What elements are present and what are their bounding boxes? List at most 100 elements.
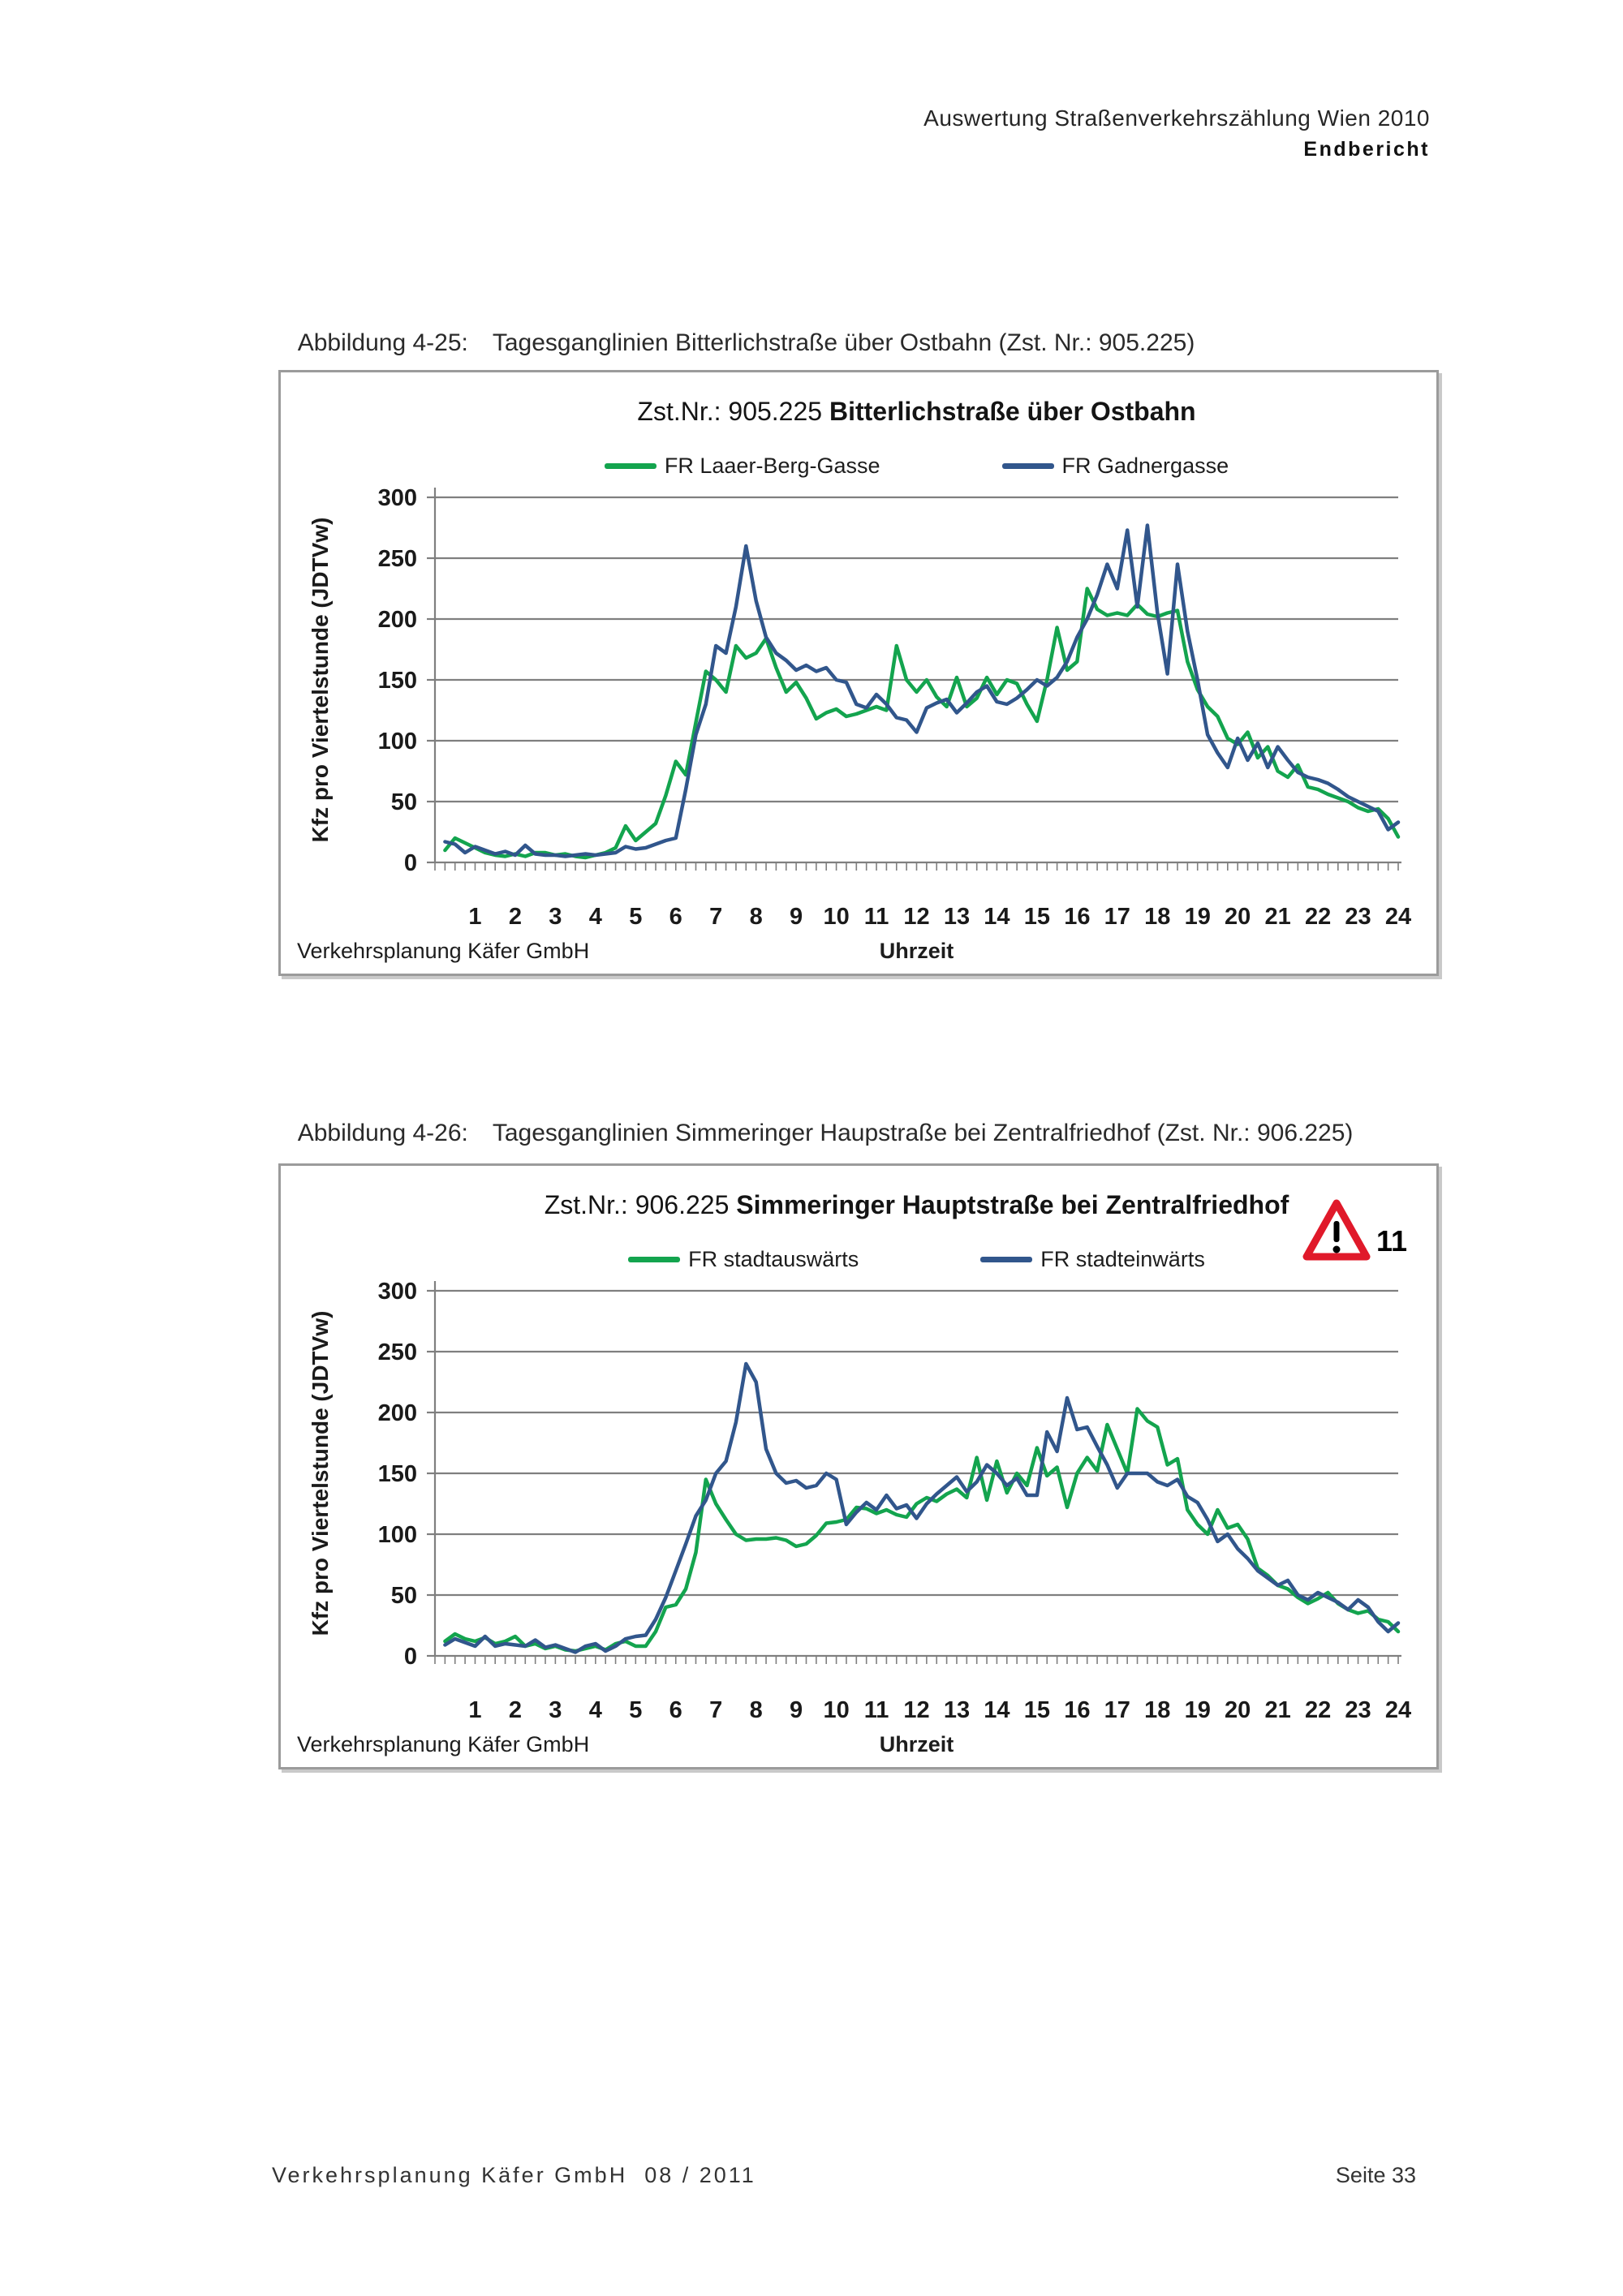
svg-text:19: 19	[1185, 1697, 1211, 1723]
legend-label: FR stadtauswärts	[688, 1247, 859, 1271]
svg-text:0: 0	[404, 1644, 417, 1670]
svg-text:11: 11	[864, 1697, 889, 1723]
svg-text:9: 9	[790, 1697, 803, 1723]
svg-text:7: 7	[709, 904, 722, 930]
svg-text:10: 10	[823, 904, 849, 930]
svg-text:250: 250	[378, 546, 417, 572]
svg-text:15: 15	[1024, 904, 1050, 930]
chart-legend: FR Laaer-Berg-Gasse FR Gadnergasse	[435, 454, 1398, 479]
svg-text:23: 23	[1345, 904, 1371, 930]
svg-text:5: 5	[629, 1697, 642, 1723]
svg-text:18: 18	[1144, 904, 1170, 930]
svg-text:300: 300	[378, 485, 417, 511]
svg-text:Kfz pro Viertelstunde (JDTVw): Kfz pro Viertelstunde (JDTVw)	[308, 518, 333, 843]
chart-title: Zst.Nr.: 905.225 Bitterlichstraße über O…	[435, 397, 1398, 427]
figure-caption-2-text: Tagesganglinien Simmeringer Haupstraße b…	[492, 1120, 1354, 1146]
svg-text:50: 50	[391, 1583, 417, 1609]
legend-label: FR Gadnergasse	[1061, 454, 1229, 478]
svg-text:17: 17	[1104, 904, 1130, 930]
legend-line-swatch-blue	[980, 1257, 1033, 1262]
legend-label: FR Laaer-Berg-Gasse	[664, 454, 880, 478]
svg-text:13: 13	[944, 904, 970, 930]
figure-caption-1-text: Tagesganglinien Bitterlichstraße über Os…	[492, 329, 1195, 356]
svg-text:100: 100	[378, 1522, 417, 1548]
chart-title: Zst.Nr.: 906.225 Simmeringer Hauptstraße…	[435, 1190, 1398, 1220]
svg-text:2: 2	[509, 904, 522, 930]
svg-text:11: 11	[864, 904, 889, 930]
warning-triangle-icon	[1302, 1199, 1371, 1261]
svg-text:1: 1	[468, 1697, 481, 1723]
chart-card-simmeringer-hauptstrasse: 0 50 100 150 200 250 300 1 2 3 4 5 6 7 8 9 10 11 12 13 14 15 1…	[278, 1163, 1439, 1769]
svg-text:18: 18	[1144, 1697, 1170, 1723]
svg-text:7: 7	[709, 1697, 722, 1723]
svg-text:200: 200	[378, 1400, 417, 1426]
svg-text:3: 3	[549, 904, 562, 930]
svg-text:9: 9	[790, 904, 803, 930]
svg-text:19: 19	[1185, 904, 1211, 930]
svg-text:20: 20	[1225, 904, 1251, 930]
svg-text:4: 4	[589, 1697, 602, 1723]
figure-caption-2: Abbildung 4-26: Tagesganglinien Simmering…	[272, 1092, 1354, 1175]
figure-caption-1-label: Abbildung 4-25:	[297, 329, 468, 356]
legend-line-swatch-blue	[1001, 463, 1054, 469]
svg-text:13: 13	[944, 1697, 970, 1723]
chart-legend: FR stadtauswärts FR stadteinwärts	[435, 1247, 1398, 1272]
svg-text:24: 24	[1385, 1697, 1411, 1723]
chart-title-main: Bitterlichstraße über Ostbahn	[829, 397, 1196, 426]
legend-line-swatch-green	[628, 1257, 681, 1262]
svg-text:24: 24	[1385, 904, 1411, 930]
svg-text:0: 0	[404, 850, 417, 876]
svg-text:Kfz pro Viertelstunde (JDTVw): Kfz pro Viertelstunde (JDTVw)	[308, 1311, 333, 1636]
svg-text:8: 8	[750, 1697, 763, 1723]
svg-text:12: 12	[903, 904, 929, 930]
legend-item-stadteinwaerts: FR stadteinwärts	[980, 1247, 1205, 1272]
warning-count: 11	[1376, 1224, 1408, 1258]
chart-source-note: Verkehrsplanung Käfer GmbH	[297, 1732, 590, 1756]
svg-text:4: 4	[589, 904, 602, 930]
figure-caption-2-label: Abbildung 4-26:	[297, 1120, 468, 1146]
figure-caption-1: Abbildung 4-25: Tagesganglinien Bitterlic…	[272, 302, 1195, 385]
legend-item-stadtauswaerts: FR stadtauswärts	[628, 1247, 859, 1272]
legend-item-laaer-berg-gasse: FR Laaer-Berg-Gasse	[604, 454, 880, 479]
page-footer: Verkehrsplanung Käfer GmbH 08 / 2011 Sei…	[272, 2163, 1416, 2188]
svg-text:17: 17	[1104, 1697, 1130, 1723]
footer-page-number: Seite 33	[1335, 2163, 1416, 2187]
x-axis-title: Uhrzeit	[879, 939, 954, 963]
chart-card-bitterlichstrasse: 0 50 100 150 200 250 300 1 2 3 4 5 6 7 8 9 10 11 12 13 14 15 1…	[278, 370, 1439, 976]
document-header: Auswertung Straßenverkehrszählung Wien 2…	[923, 105, 1430, 161]
warning-annotation: 11	[1302, 1198, 1407, 1263]
svg-text:15: 15	[1024, 1697, 1050, 1723]
svg-text:22: 22	[1305, 904, 1331, 930]
svg-text:50: 50	[391, 789, 417, 815]
svg-text:200: 200	[378, 607, 417, 633]
svg-text:21: 21	[1264, 904, 1290, 930]
svg-text:12: 12	[903, 1697, 929, 1723]
svg-text:250: 250	[378, 1339, 417, 1365]
x-axis-title: Uhrzeit	[879, 1732, 954, 1756]
footer-company: Verkehrsplanung Käfer GmbH 08 / 2011	[272, 2163, 756, 2187]
header-subtitle: Endbericht	[1303, 138, 1430, 161]
svg-text:100: 100	[378, 729, 417, 755]
svg-text:8: 8	[750, 904, 763, 930]
svg-text:2: 2	[509, 1697, 522, 1723]
chart-title-prefix: Zst.Nr.: 905.225	[637, 397, 829, 426]
legend-item-gadnergasse: FR Gadnergasse	[1001, 454, 1229, 479]
legend-label: FR stadteinwärts	[1040, 1247, 1205, 1271]
svg-text:6: 6	[669, 904, 682, 930]
svg-text:16: 16	[1064, 1697, 1090, 1723]
svg-text:150: 150	[378, 1461, 417, 1487]
svg-text:16: 16	[1064, 904, 1090, 930]
chart-title-main: Simmeringer Hauptstraße bei Zentralfried…	[736, 1190, 1289, 1219]
chart-title-prefix: Zst.Nr.: 906.225	[544, 1190, 737, 1219]
svg-text:6: 6	[669, 1697, 682, 1723]
svg-text:14: 14	[984, 1697, 1010, 1723]
header-title: Auswertung Straßenverkehrszählung Wien 2…	[923, 105, 1430, 131]
svg-text:23: 23	[1345, 1697, 1371, 1723]
chart-source-note: Verkehrsplanung Käfer GmbH	[297, 939, 590, 963]
svg-text:22: 22	[1305, 1697, 1331, 1723]
svg-text:20: 20	[1225, 1697, 1251, 1723]
svg-text:150: 150	[378, 668, 417, 694]
svg-text:21: 21	[1264, 1697, 1290, 1723]
